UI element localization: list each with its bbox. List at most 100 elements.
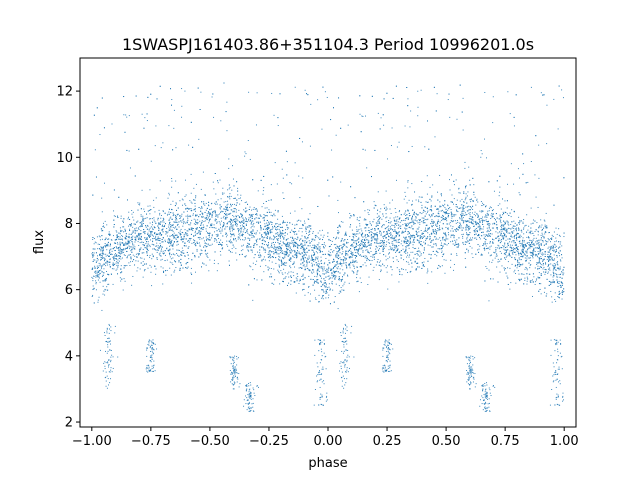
data-point [297,236,299,238]
data-point [517,261,519,263]
data-point [270,184,272,186]
data-point [519,279,521,281]
data-point [511,236,513,238]
data-point [287,273,289,275]
data-point [125,243,127,245]
data-point [271,223,273,225]
data-point [486,216,488,218]
data-point [196,222,198,224]
data-point [539,225,541,227]
data-point [159,242,161,244]
data-point [492,223,494,225]
data-point [259,256,261,258]
data-point [303,250,305,252]
data-point [123,231,125,233]
data-point [399,210,401,212]
data-point [289,242,291,244]
data-point [227,203,229,205]
data-point [193,223,195,225]
data-point [396,267,398,269]
data-point [358,291,360,293]
data-point [123,278,125,280]
data-point [442,211,444,213]
data-point [104,239,106,241]
data-point [251,214,253,216]
data-point [419,223,421,225]
data-point [318,301,320,303]
data-point [504,200,506,202]
data-point [101,267,103,269]
data-point [388,253,389,255]
data-point [499,250,501,252]
data-point [171,99,173,101]
data-point [537,231,539,233]
data-point [171,186,173,188]
data-point [547,271,549,273]
data-point [161,241,163,243]
data-point [487,224,489,226]
data-point [246,245,248,247]
data-point [228,240,230,242]
data-point [128,245,130,247]
data-point [322,289,324,291]
data-point [98,277,100,279]
data-point [452,215,454,217]
data-point [535,254,537,256]
data-point [190,267,192,269]
data-point [294,162,296,164]
data-point [364,210,366,212]
data-point [190,272,192,274]
data-point [211,223,213,225]
data-point [520,252,522,254]
data-point [539,262,541,264]
data-point [359,223,361,225]
data-point [352,259,354,261]
data-point [426,237,428,239]
data-point [213,116,215,118]
data-point [96,236,98,238]
data-point [540,219,542,221]
data-point [414,261,416,263]
data-point [418,231,420,233]
data-point [215,227,217,229]
data-point [383,265,385,267]
data-point [316,280,318,282]
data-point [539,252,541,254]
data-point [418,247,420,249]
data-point [101,197,103,199]
data-point [135,239,137,241]
data-point [162,252,164,254]
data-point [402,248,404,250]
data-point [188,258,190,260]
data-point [137,267,139,269]
data-point [380,208,382,210]
data-point [276,253,278,255]
data-point [476,198,478,200]
data-point [160,147,162,149]
data-point [560,286,562,288]
data-point [367,284,369,285]
data-point [421,213,423,215]
data-point [145,239,147,241]
data-point [465,228,467,230]
data-point [426,201,428,203]
data-point [246,230,248,232]
data-point [447,209,449,211]
data-point [389,202,391,204]
data-point [302,177,304,179]
data-point [186,230,188,232]
data-point [403,198,405,200]
data-point [273,244,275,246]
data-point [146,120,148,122]
data-point [124,254,126,256]
data-point [511,250,513,252]
data-point [534,231,536,233]
data-point [405,195,407,197]
data-point [200,91,202,93]
data-point [325,272,327,274]
data-point [408,215,410,217]
data-point [228,196,230,198]
data-point [197,219,199,221]
data-point [550,241,551,243]
data-point [547,241,549,243]
